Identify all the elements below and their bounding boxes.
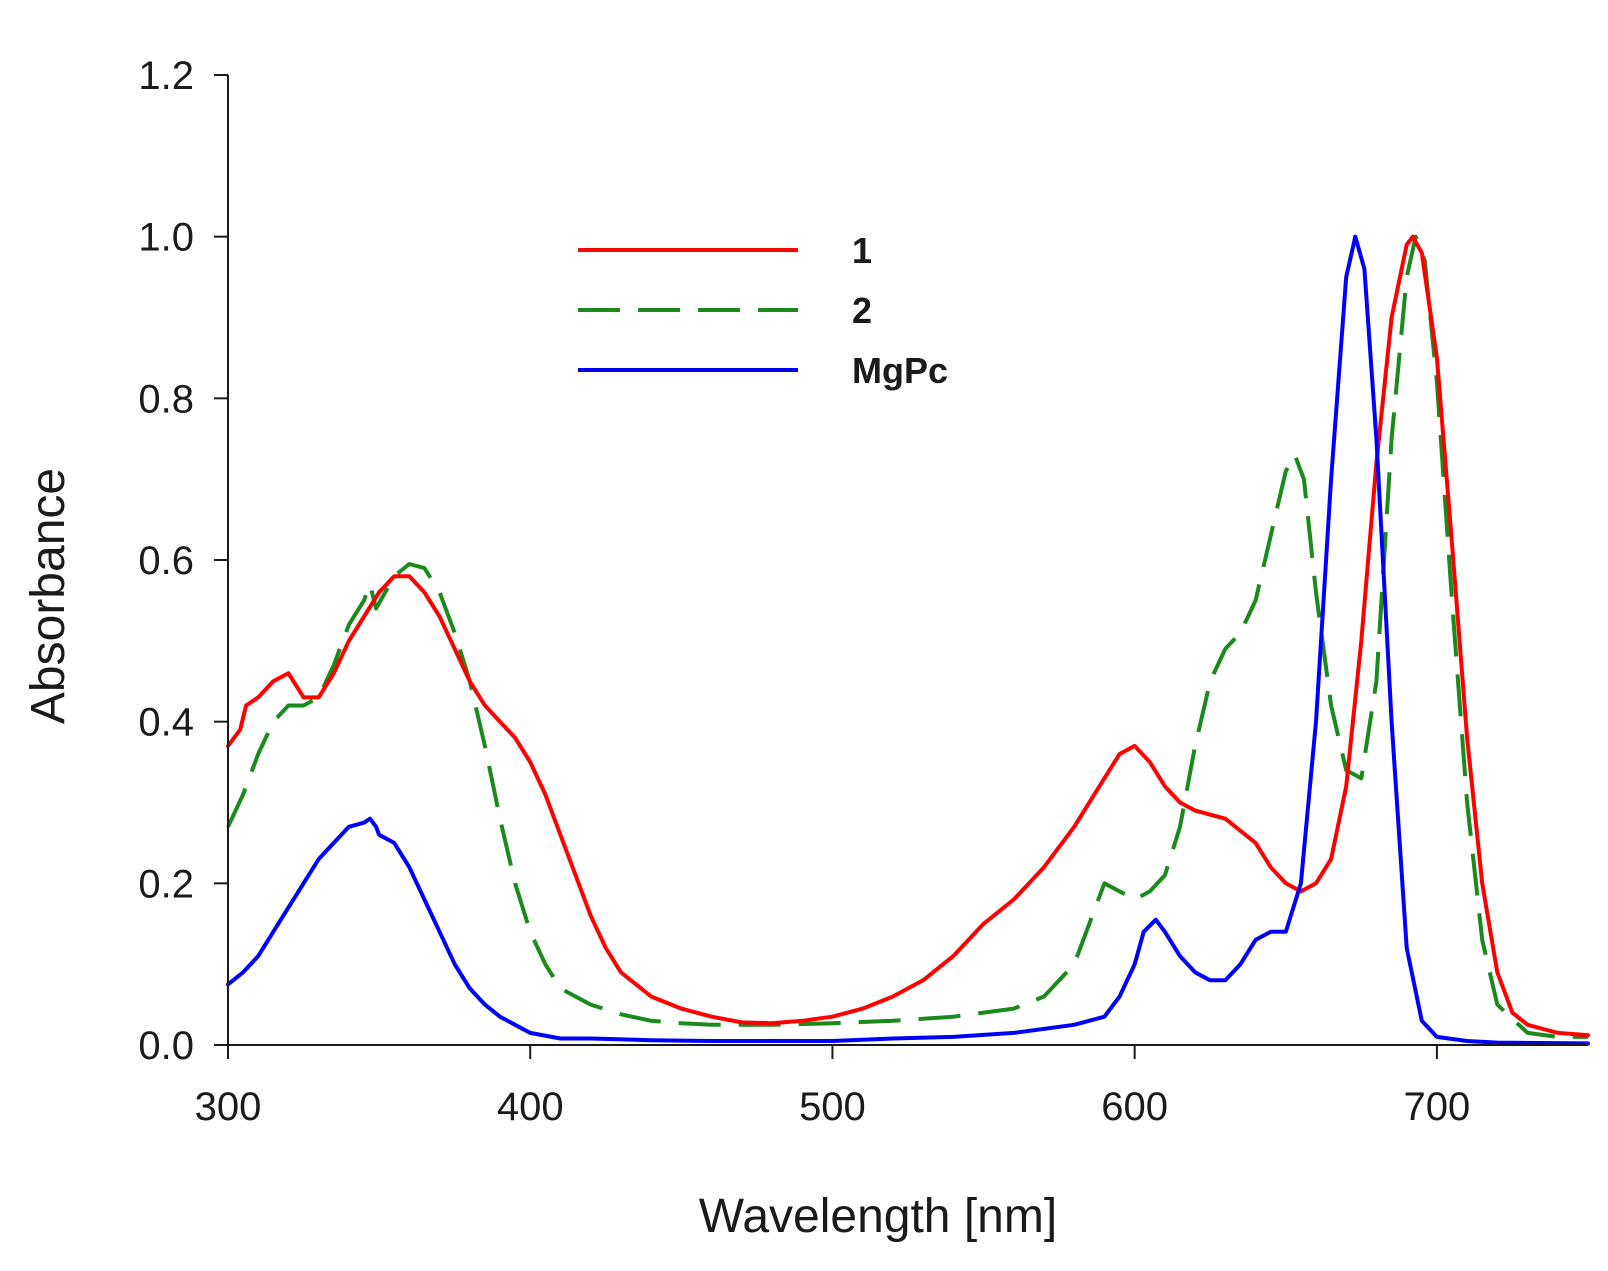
y-tick-label: 0.2 (138, 862, 194, 906)
x-tick-label: 700 (1404, 1085, 1471, 1129)
y-tick-label: 0.0 (138, 1024, 194, 1068)
y-axis-title: Absorbance (22, 468, 75, 724)
x-tick-label: 400 (497, 1085, 564, 1129)
y-tick-label: 0.6 (138, 539, 194, 583)
x-tick-label: 600 (1101, 1085, 1168, 1129)
y-tick-label: 1.2 (138, 54, 194, 98)
y-tick-label: 0.4 (138, 701, 194, 745)
y-tick-label: 0.8 (138, 377, 194, 421)
legend-label-mgpc: MgPc (852, 350, 948, 391)
x-tick-label: 300 (195, 1085, 262, 1129)
series-line-mgpc (226, 234, 1590, 1046)
legend-label-2: 2 (852, 290, 872, 331)
x-tick-label: 500 (799, 1085, 866, 1129)
y-tick-label: 1.0 (138, 216, 194, 260)
legend-label-1: 1 (852, 230, 872, 271)
x-axis-title: Wavelength [nm] (699, 1190, 1057, 1243)
series-layer (226, 234, 1590, 1046)
series-line-2 (226, 234, 1588, 1039)
ticks-layer: 300 400 500 600 700 0.0 0.2 0.4 0.6 0.8 1.0 1.2 (138, 54, 1470, 1129)
series-line-1 (226, 234, 1590, 1038)
legend: 1 2 MgPc (578, 230, 948, 391)
